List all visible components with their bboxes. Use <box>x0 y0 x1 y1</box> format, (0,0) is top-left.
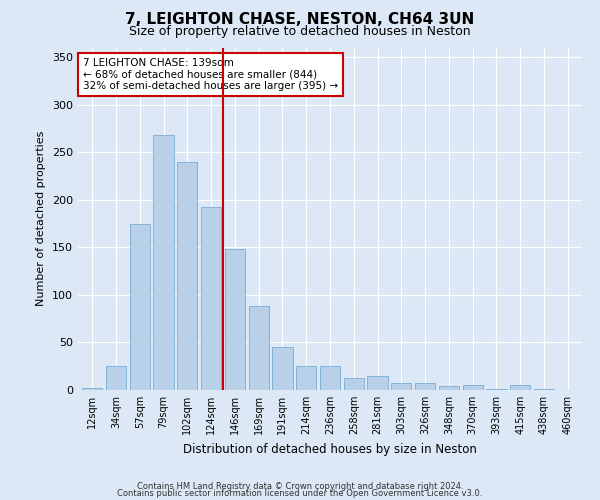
Bar <box>344 378 364 390</box>
Bar <box>201 208 221 390</box>
Bar <box>130 224 150 390</box>
Text: Contains HM Land Registry data © Crown copyright and database right 2024.: Contains HM Land Registry data © Crown c… <box>137 482 463 491</box>
Text: 7 LEIGHTON CHASE: 139sqm
← 68% of detached houses are smaller (844)
32% of semi-: 7 LEIGHTON CHASE: 139sqm ← 68% of detach… <box>83 58 338 91</box>
Bar <box>510 385 530 390</box>
Bar <box>106 366 126 390</box>
Text: Size of property relative to detached houses in Neston: Size of property relative to detached ho… <box>129 25 471 38</box>
Bar <box>463 385 483 390</box>
Bar <box>320 366 340 390</box>
Bar <box>225 249 245 390</box>
Bar <box>82 388 103 390</box>
Bar <box>177 162 197 390</box>
Bar <box>415 384 435 390</box>
Bar <box>391 384 412 390</box>
Y-axis label: Number of detached properties: Number of detached properties <box>37 131 46 306</box>
X-axis label: Distribution of detached houses by size in Neston: Distribution of detached houses by size … <box>183 442 477 456</box>
Bar <box>272 347 293 390</box>
Bar <box>439 386 459 390</box>
Text: 7, LEIGHTON CHASE, NESTON, CH64 3UN: 7, LEIGHTON CHASE, NESTON, CH64 3UN <box>125 12 475 28</box>
Bar <box>367 376 388 390</box>
Bar <box>154 135 173 390</box>
Bar <box>534 389 554 390</box>
Text: Contains public sector information licensed under the Open Government Licence v3: Contains public sector information licen… <box>118 489 482 498</box>
Bar <box>248 306 269 390</box>
Bar <box>296 366 316 390</box>
Bar <box>487 389 506 390</box>
